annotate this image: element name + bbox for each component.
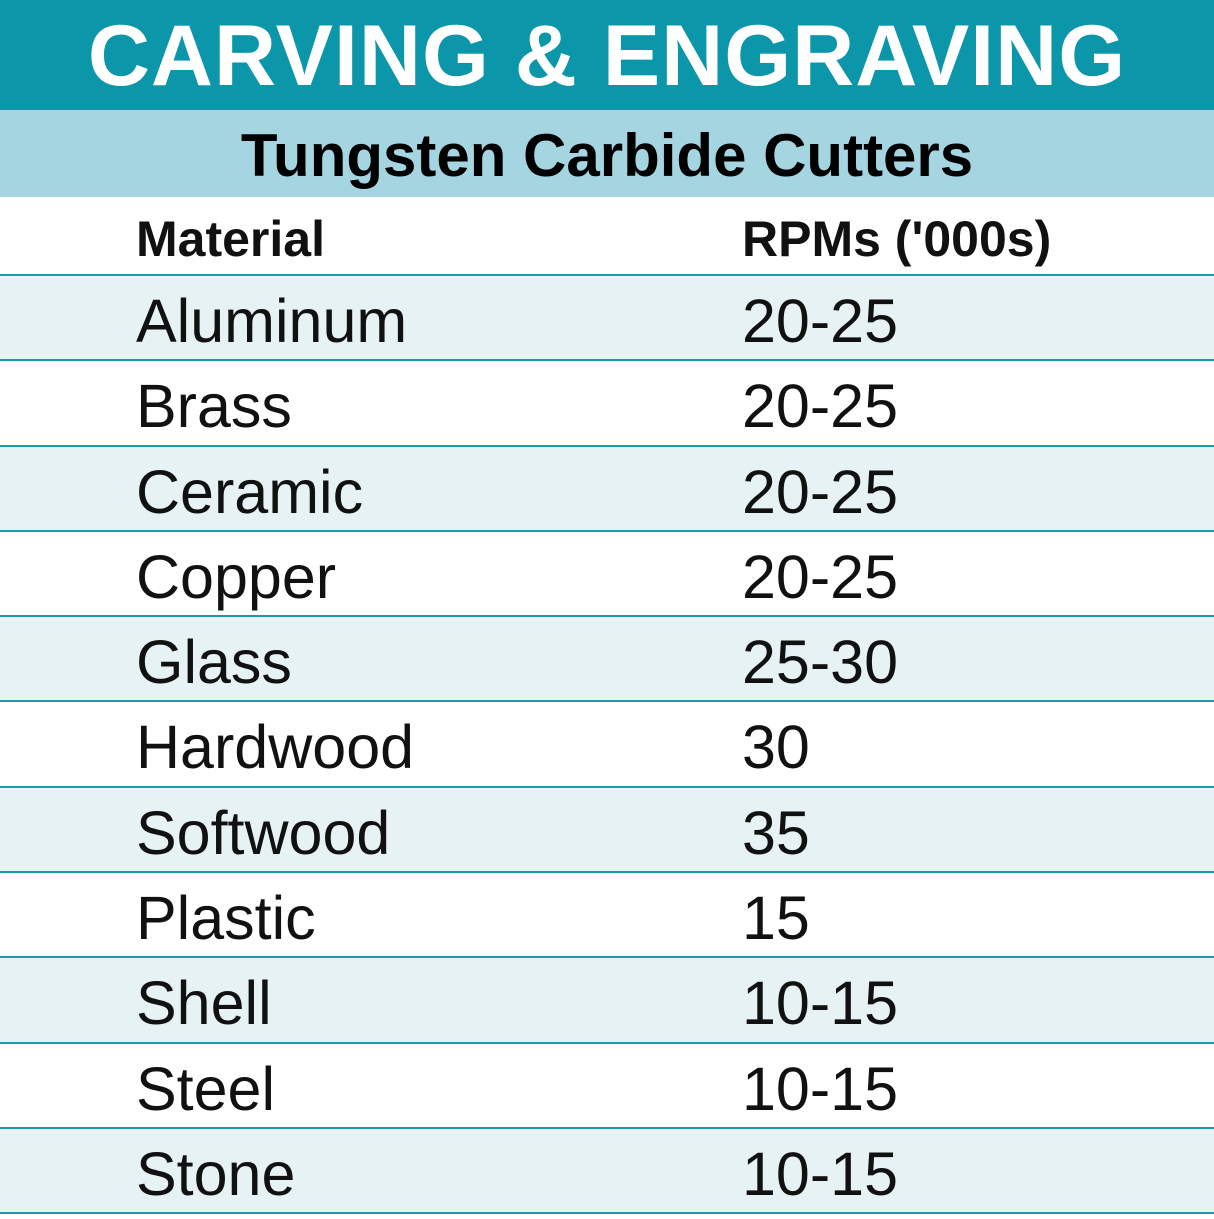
cell-rpm: 20-25 xyxy=(742,542,899,611)
header-material: Material xyxy=(136,211,325,267)
table-row: Steel 10-15 xyxy=(0,1044,1214,1129)
cell-material: Shell xyxy=(136,969,272,1038)
rpm-table: Material RPMs ('000s) Aluminum 20-25 Brass… xyxy=(0,197,1214,1215)
cell-rpm: 15 xyxy=(742,884,810,953)
table-row: Softwood 35 xyxy=(0,787,1214,874)
table-row: Stone 10-15 xyxy=(0,1128,1214,1215)
cell-material: Copper xyxy=(136,542,337,611)
cell-material: Plastic xyxy=(136,884,316,953)
cell-material: Softwood xyxy=(136,798,391,867)
cell-rpm: 20-25 xyxy=(742,287,899,355)
cell-material: Ceramic xyxy=(136,457,364,526)
cell-rpm: 20-25 xyxy=(742,372,899,441)
cell-material: Glass xyxy=(136,628,292,697)
cell-material: Stone xyxy=(136,1139,296,1208)
cell-material: Hardwood xyxy=(136,713,415,782)
cell-rpm: 10-15 xyxy=(742,1054,899,1123)
table-row: Shell 10-15 xyxy=(0,958,1214,1044)
page-subtitle: Tungsten Carbide Cutters xyxy=(0,110,1214,197)
table-header: Material RPMs ('000s) xyxy=(0,197,1214,276)
header-rpms: RPMs ('000s) xyxy=(742,211,1052,267)
table-row: Glass 25-30 xyxy=(0,617,1214,703)
table-row: Hardwood 30 xyxy=(0,702,1214,788)
cell-rpm: 10-15 xyxy=(742,969,899,1038)
cell-rpm: 25-30 xyxy=(742,628,899,697)
cell-material: Steel xyxy=(136,1054,276,1123)
cell-rpm: 10-15 xyxy=(742,1139,899,1208)
table-row: Ceramic 20-25 xyxy=(0,446,1214,532)
table-row: Plastic 15 xyxy=(0,873,1214,959)
cell-rpm: 20-25 xyxy=(742,457,899,526)
page-title: CARVING & ENGRAVING xyxy=(0,0,1214,110)
cell-rpm: 30 xyxy=(742,713,810,782)
cell-material: Brass xyxy=(136,372,292,441)
table-row: Aluminum 20-25 xyxy=(0,276,1214,362)
cell-rpm: 35 xyxy=(742,798,810,867)
table-row: Brass 20-25 xyxy=(0,361,1214,447)
cell-material: Aluminum xyxy=(136,287,408,355)
table-row: Copper 20-25 xyxy=(0,532,1214,618)
